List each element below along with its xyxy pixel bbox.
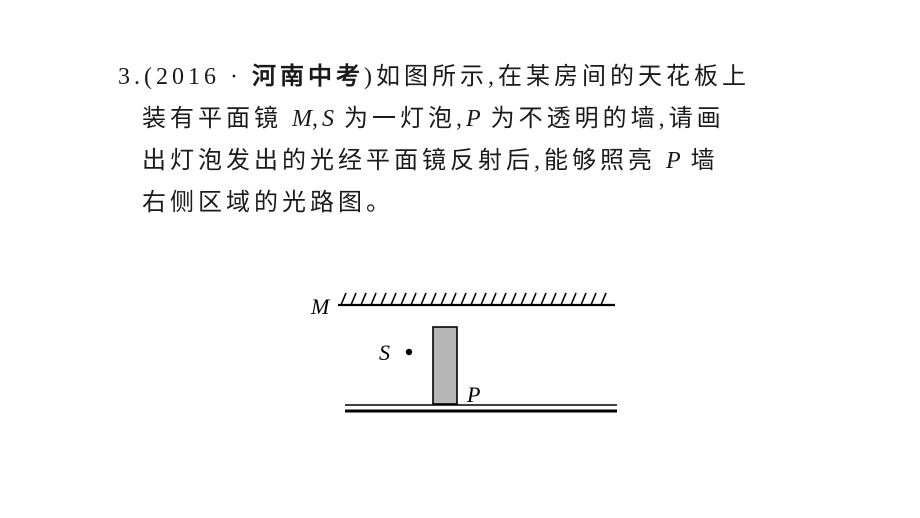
hatch-tick — [541, 293, 546, 305]
l2d: 为不透明的墙,请画 — [481, 106, 725, 132]
problem-text: 3.(2016 · 河南中考)如图所示,在某房间的天花板上 装有平面镜 M,S … — [118, 56, 818, 224]
var-P1: P — [466, 106, 481, 132]
l3b: 墙 — [681, 148, 719, 174]
var-P2: P — [666, 148, 681, 174]
source-open: (2016 · — [144, 64, 252, 90]
problem-line-1: 3.(2016 · 河南中考)如图所示,在某房间的天花板上 — [118, 56, 818, 98]
hatch-tick — [441, 293, 446, 305]
l2b: , — [312, 106, 322, 132]
hatch-tick — [581, 293, 586, 305]
hatch-tick — [381, 293, 386, 305]
hatch-tick — [461, 293, 466, 305]
l3a: 出灯泡发出的光经平面镜反射后,能够照亮 — [142, 148, 666, 174]
problem-line-4: 右侧区域的光路图。 — [118, 182, 818, 224]
hatch-tick — [391, 293, 396, 305]
hatch-tick — [341, 293, 346, 305]
hatch-tick — [451, 293, 456, 305]
hatch-tick — [411, 293, 416, 305]
hatch-tick — [531, 293, 536, 305]
label-S: S — [379, 340, 390, 365]
hatch-tick — [561, 293, 566, 305]
hatch-tick — [481, 293, 486, 305]
hatch-tick — [421, 293, 426, 305]
problem-line-2: 装有平面镜 M,S 为一灯泡,P 为不透明的墙,请画 — [118, 98, 818, 140]
line1-rest: 如图所示,在某房间的天花板上 — [376, 64, 750, 90]
label-M: M — [310, 294, 331, 319]
physics-diagram: M S P — [305, 290, 620, 425]
hatch-tick — [521, 293, 526, 305]
hatch-tick — [351, 293, 356, 305]
wall-rect — [433, 327, 457, 404]
mirror-hatching — [341, 293, 606, 305]
hatch-tick — [471, 293, 476, 305]
l2a: 装有平面镜 — [142, 106, 292, 132]
source-dot — [406, 349, 412, 355]
hatch-tick — [401, 293, 406, 305]
hatch-tick — [571, 293, 576, 305]
l4: 右侧区域的光路图。 — [142, 190, 394, 216]
hatch-tick — [551, 293, 556, 305]
hatch-tick — [361, 293, 366, 305]
var-S: S — [322, 106, 334, 132]
problem-line-3: 出灯泡发出的光经平面镜反射后,能够照亮 P 墙 — [118, 140, 818, 182]
hatch-tick — [491, 293, 496, 305]
source-close: ) — [364, 64, 376, 90]
hatch-tick — [371, 293, 376, 305]
l2c: 为一灯泡, — [334, 106, 466, 132]
var-M: M — [292, 106, 312, 132]
hatch-tick — [601, 293, 606, 305]
source-bold: 河南中考 — [252, 64, 364, 90]
hatch-tick — [511, 293, 516, 305]
label-P: P — [466, 382, 480, 407]
page: 3.(2016 · 河南中考)如图所示,在某房间的天花板上 装有平面镜 M,S … — [0, 0, 920, 518]
problem-number: 3. — [118, 64, 144, 90]
hatch-tick — [501, 293, 506, 305]
hatch-tick — [431, 293, 436, 305]
hatch-tick — [591, 293, 596, 305]
